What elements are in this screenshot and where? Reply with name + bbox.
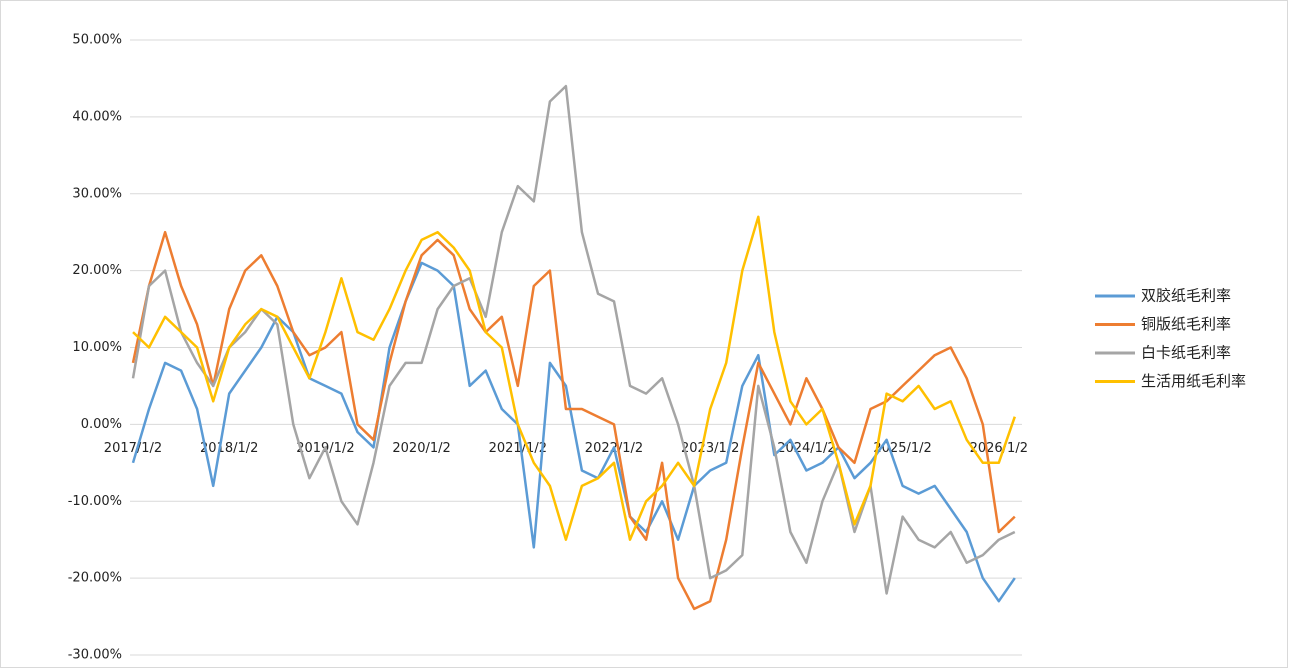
x-tick-label: 2023/1/2	[681, 441, 739, 456]
y-tick-label: 0.00%	[81, 417, 122, 432]
y-tick-label: -30.00%	[68, 648, 122, 663]
x-tick-label: 2018/1/2	[200, 441, 258, 456]
legend-label: 白卡纸毛利率	[1141, 344, 1231, 362]
legend-label: 铜版纸毛利率	[1141, 315, 1231, 333]
x-tick-label: 2017/1/2	[104, 441, 162, 456]
legend-label: 生活用纸毛利率	[1141, 372, 1246, 390]
x-tick-label: 2021/1/2	[489, 441, 547, 456]
x-tick-label: 2026/1/2	[970, 441, 1028, 456]
y-tick-label: 30.00%	[72, 186, 122, 201]
y-tick-label: 40.00%	[72, 109, 122, 124]
y-tick-label: 10.00%	[72, 340, 122, 355]
y-tick-label: -10.00%	[68, 494, 122, 509]
series-line	[131, 230, 1016, 611]
y-tick-label: 20.00%	[72, 263, 122, 278]
series-line	[132, 215, 1016, 541]
legend-label: 双胶纸毛利率	[1141, 287, 1231, 305]
x-tick-label: 2020/1/2	[392, 441, 450, 456]
y-tick-label: 50.00%	[72, 33, 122, 48]
x-tick-label: 2025/1/2	[873, 441, 931, 456]
y-tick-label: -20.00%	[68, 571, 122, 586]
